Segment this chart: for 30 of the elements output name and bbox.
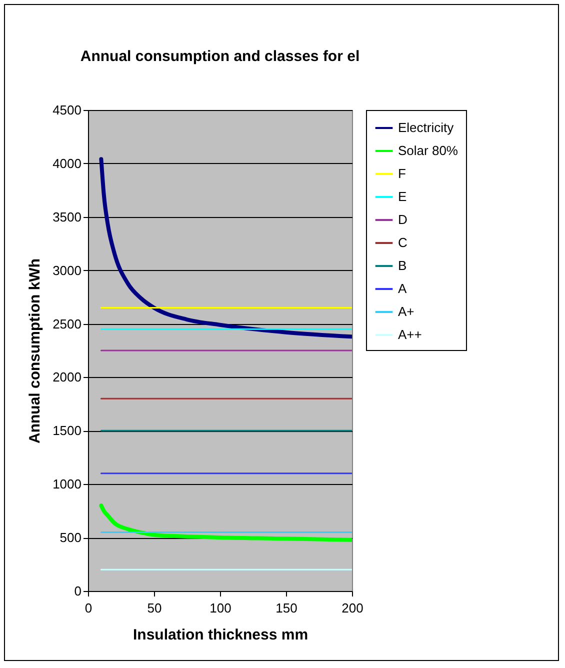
legend-label: A+ — [398, 304, 414, 319]
y-tick-label: 0 — [74, 584, 82, 598]
legend-label: Electricity — [398, 120, 454, 135]
legend-label: C — [398, 235, 408, 250]
y-tick-label: 1000 — [52, 476, 82, 492]
legend-label: A++ — [398, 327, 422, 342]
line-series — [99, 157, 352, 339]
y-tick-label: 3500 — [52, 209, 82, 224]
x-tick-label: 150 — [276, 600, 298, 616]
y-axis-title: Annual consumption kWh — [26, 258, 44, 444]
legend-label: E — [398, 189, 407, 204]
x-axis-title: Insulation thickness mm — [132, 626, 308, 644]
y-tick-label: 1500 — [52, 423, 82, 438]
line-series — [99, 503, 352, 542]
legend-label: D — [398, 212, 408, 227]
y-tick-label: 2500 — [52, 316, 82, 332]
chart-title: Annual consumption and classes for el — [80, 48, 360, 65]
x-tick-label: 200 — [342, 600, 364, 616]
y-tick-label: 2000 — [52, 370, 82, 385]
x-tick-label: 50 — [147, 600, 162, 616]
legend-label: B — [398, 258, 407, 273]
y-tick-label: 3000 — [52, 262, 82, 278]
legend-label: F — [398, 166, 406, 181]
y-tick-label: 500 — [60, 530, 82, 546]
y-tick-label: 4000 — [52, 156, 82, 171]
x-tick-label: 100 — [210, 600, 232, 616]
x-tick-label: 0 — [84, 600, 92, 616]
y-tick-label: 4500 — [52, 102, 82, 118]
legend-label: A — [398, 281, 407, 296]
legend-label: Solar 80% — [398, 143, 458, 158]
